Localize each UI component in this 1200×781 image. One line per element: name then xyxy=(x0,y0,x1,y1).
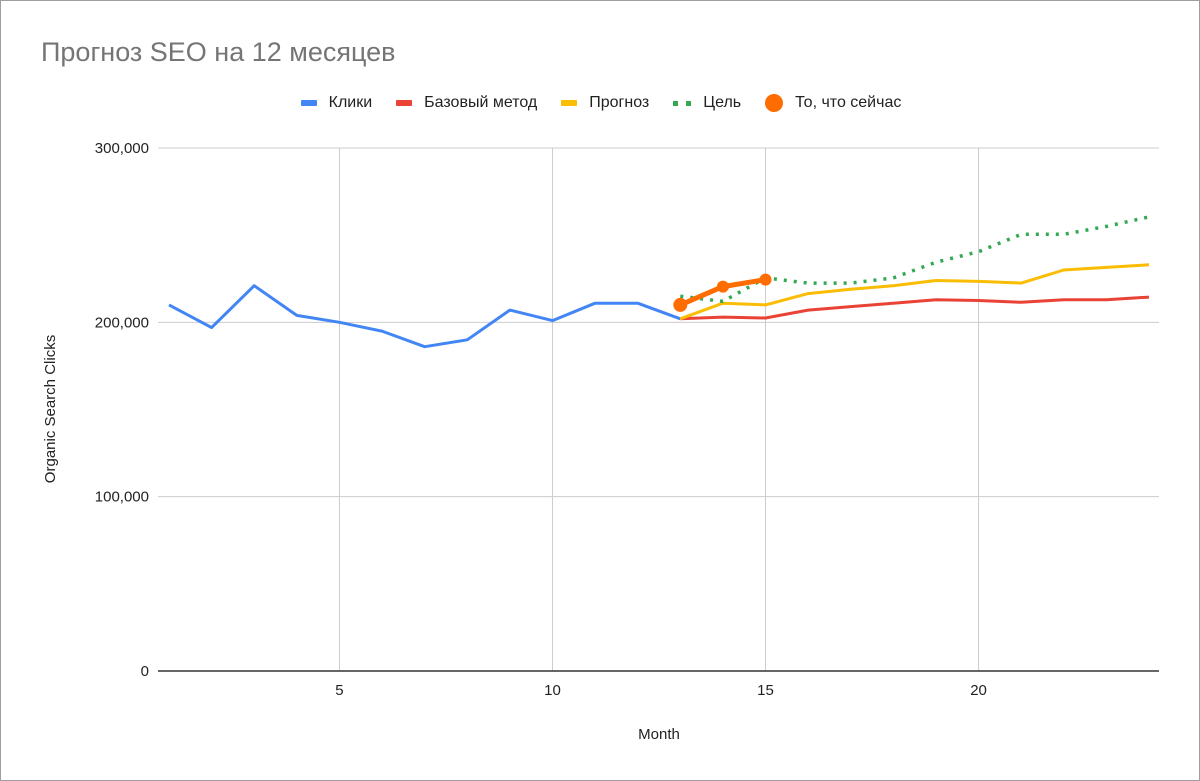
legend: Клики Базовый метод Прогноз Цель То, что… xyxy=(1,94,1200,112)
x-tick-label: 15 xyxy=(757,682,774,699)
y-tick-label: 200,000 xyxy=(95,314,149,331)
legend-line-swatch-icon xyxy=(396,100,413,106)
tick-labels: 0 100,000 200,000 300,000 5 10 15 20 xyxy=(95,140,987,699)
chart-title: Прогноз SEO на 12 месяцев xyxy=(41,37,396,67)
data-point-marker[interactable] xyxy=(759,273,772,286)
series-layer xyxy=(168,215,1150,349)
series-line-2[interactable] xyxy=(679,263,1150,321)
y-axis-label: Organic Search Clicks xyxy=(42,335,59,483)
series-line-1[interactable] xyxy=(680,295,1150,321)
legend-item-baseline[interactable]: Базовый метод xyxy=(396,94,537,112)
legend-item-target[interactable]: Цель xyxy=(673,94,741,112)
x-tick-label: 5 xyxy=(335,682,343,699)
legend-label: Клики xyxy=(328,94,373,111)
series-line-3[interactable] xyxy=(680,215,1150,304)
legend-label: Прогноз xyxy=(589,94,650,111)
data-point-marker[interactable] xyxy=(673,297,688,312)
legend-label: Цель xyxy=(703,94,742,111)
legend-circle-marker-icon xyxy=(765,94,784,112)
series-line-0[interactable] xyxy=(168,284,681,349)
data-point-marker[interactable] xyxy=(716,280,729,293)
gridlines xyxy=(158,147,1159,672)
x-tick-label: 20 xyxy=(970,682,987,699)
legend-item-clicks[interactable]: Клики xyxy=(300,94,373,112)
x-axis-label: Month xyxy=(638,726,680,743)
legend-item-forecast[interactable]: Прогноз xyxy=(561,94,649,112)
legend-line-swatch-icon xyxy=(561,100,578,106)
legend-label: Базовый метод xyxy=(424,94,538,111)
y-tick-label: 300,000 xyxy=(95,140,149,157)
legend-dotted-swatch-icon xyxy=(673,100,692,106)
legend-line-swatch-icon xyxy=(300,100,317,106)
y-tick-label: 0 xyxy=(141,663,149,680)
x-tick-label: 10 xyxy=(544,682,561,699)
legend-item-current[interactable]: То, что сейчас xyxy=(765,94,901,112)
y-tick-label: 100,000 xyxy=(95,489,149,506)
legend-label: То, что сейчас xyxy=(795,94,902,111)
